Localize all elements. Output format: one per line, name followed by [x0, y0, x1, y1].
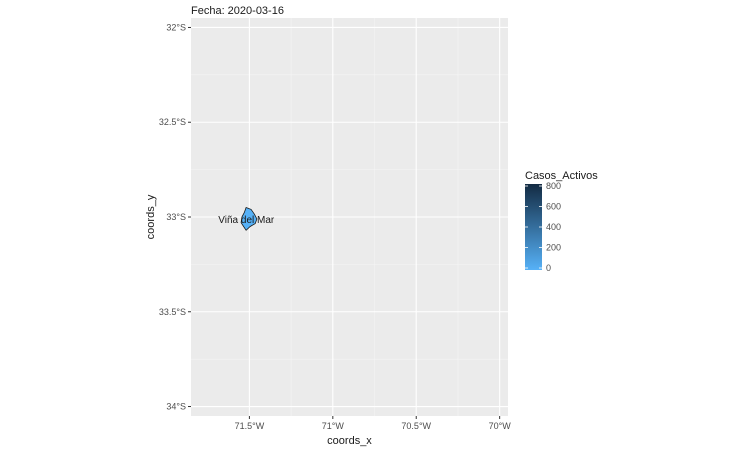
region-label: Viña del Mar [218, 215, 275, 226]
y-tick-label: 34°S [166, 402, 186, 412]
x-axis: 71.5°W 71°W 70.5°W 70°W [235, 416, 512, 431]
legend-tick-label: 200 [546, 243, 561, 253]
region-polygon [240, 206, 258, 231]
x-tick-label: 71°W [322, 421, 345, 431]
x-tick-label: 71.5°W [235, 421, 265, 431]
y-tick-label: 32.5°S [159, 117, 186, 127]
legend-tick-label: 800 [546, 181, 561, 191]
legend-tick-label: 400 [546, 222, 561, 232]
major-gridlines [191, 18, 508, 416]
y-tick-label: 33°S [166, 212, 186, 222]
legend-title: Casos_Activos [525, 170, 598, 182]
legend-tick-label: 600 [546, 202, 561, 212]
map-region-labels: Viña del Mar [218, 215, 275, 226]
legend-tick-label: 0 [546, 263, 551, 273]
legend: Casos_Activos 0 200 400 600 800 [525, 170, 598, 273]
map-regions [240, 206, 258, 231]
plot-subtitle: Fecha: 2020-03-16 [191, 5, 284, 17]
legend-colorbar [525, 184, 542, 270]
x-axis-title: coords_x [327, 435, 372, 447]
legend-ticks: 0 200 400 600 800 [525, 181, 561, 273]
y-axis-title: coords_y [145, 194, 157, 239]
x-tick-label: 70°W [489, 421, 512, 431]
y-tick-label: 32°S [166, 22, 186, 32]
y-axis: 32°S 32.5°S 33°S 33.5°S 34°S [159, 22, 191, 412]
x-tick-label: 70.5°W [401, 421, 431, 431]
y-tick-label: 33.5°S [159, 307, 186, 317]
